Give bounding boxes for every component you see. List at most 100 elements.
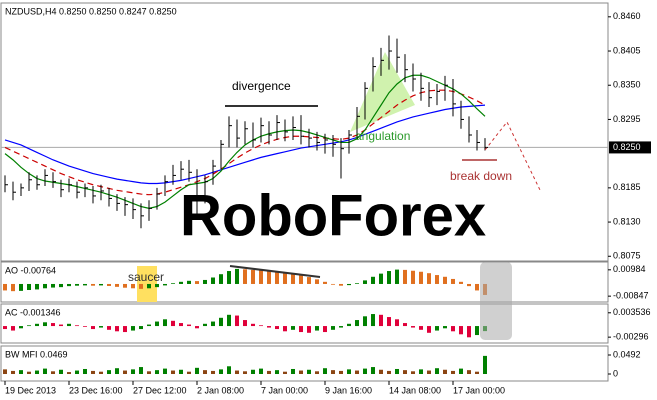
indicator-bar <box>19 326 23 329</box>
indicator-bar <box>187 371 191 375</box>
watermark: RoboForex <box>180 183 486 248</box>
indicator-bar <box>139 326 143 330</box>
y-tick-label: 0 <box>613 368 618 378</box>
mfi-title: BW MFI 0.0469 <box>5 349 68 359</box>
indicator-bar <box>275 326 279 330</box>
indicator-bar <box>43 368 47 375</box>
indicator-bar <box>299 326 303 333</box>
indicator-bar <box>259 368 263 375</box>
current-price-label: 0.8250 <box>613 142 641 152</box>
indicator-bar <box>59 369 63 375</box>
indicator-bar <box>363 368 367 375</box>
indicator-bar <box>163 283 167 286</box>
indicator-bar <box>403 269 407 284</box>
indicator-bar <box>275 370 279 375</box>
x-tick-label: 14 Jan 08:00 <box>389 385 441 395</box>
indicator-bar <box>123 283 127 288</box>
indicator-bar <box>371 276 375 284</box>
indicator-bar <box>259 270 263 284</box>
moving-average <box>4 89 486 196</box>
current-price-box <box>609 141 651 154</box>
indicator-bar <box>123 326 127 333</box>
main-panel <box>0 2 609 262</box>
indicator-bar <box>283 326 287 332</box>
indicator-bar <box>419 271 423 284</box>
indicator-bar <box>291 326 295 330</box>
indicator-bar <box>259 325 263 327</box>
x-tick-label: 2 Jan 08:00 <box>197 385 244 395</box>
indicator-bar <box>211 277 215 284</box>
main-title: NZDUSD,H4 0.8250 0.8250 0.8247 0.8250 <box>5 6 177 16</box>
indicator-bar <box>403 323 407 327</box>
x-tick-label: 9 Jan 16:00 <box>325 385 372 395</box>
indicator-bar <box>107 370 111 375</box>
indicator-bar <box>3 283 7 291</box>
indicator-bar <box>75 370 79 375</box>
y-tick-label: 0.8295 <box>613 114 641 124</box>
indicator-bar <box>403 370 407 375</box>
divergence-label: divergence <box>232 79 291 93</box>
y-tick-label: -0.00847 <box>613 291 649 301</box>
indicator-bar <box>323 326 327 333</box>
indicator-bar <box>147 371 151 375</box>
indicator-bar <box>323 368 327 375</box>
indicator-bar <box>443 369 447 375</box>
break-down-label: break down <box>450 169 512 183</box>
indicator-bar <box>91 370 95 375</box>
indicator-bar <box>27 371 31 375</box>
indicator-bar <box>451 278 455 284</box>
indicator-bar <box>187 324 191 327</box>
indicator-bar <box>363 280 367 284</box>
indicator-bar <box>475 371 479 375</box>
indicator-bar <box>323 281 327 284</box>
indicator-bar <box>91 326 95 330</box>
indicator-bar <box>387 317 391 327</box>
indicator-bar <box>339 283 343 286</box>
indicator-bar <box>379 314 383 327</box>
indicator-bar <box>283 371 287 375</box>
indicator-bar <box>291 368 295 375</box>
ao-divergence-line <box>229 265 321 278</box>
indicator-bar <box>59 324 63 327</box>
indicator-bar <box>83 368 87 375</box>
indicator-bar <box>451 370 455 375</box>
indicator-bar <box>419 369 423 375</box>
indicator-bar <box>195 281 199 284</box>
indicator-bar <box>235 315 239 327</box>
indicator-bar <box>411 326 415 328</box>
indicator-bar <box>467 370 471 375</box>
saucer-label: saucer <box>128 270 164 284</box>
indicator-bar <box>339 370 343 375</box>
highlight-box <box>480 262 512 340</box>
indicator-bar <box>171 320 175 327</box>
indicator-bar <box>339 326 343 328</box>
indicator-bar <box>203 279 207 284</box>
indicator-bar <box>147 324 151 327</box>
indicator-bar <box>99 283 103 286</box>
indicator-bar <box>251 369 255 375</box>
indicator-bar <box>187 280 191 284</box>
y-tick-label: 0.8350 <box>613 80 641 90</box>
indicator-bar <box>443 326 447 329</box>
indicator-bar <box>115 326 119 332</box>
indicator-bar <box>355 370 359 375</box>
indicator-bar <box>43 322 47 327</box>
indicator-bar <box>171 370 175 375</box>
indicator-bar <box>251 323 255 327</box>
indicator-bar <box>435 326 439 331</box>
indicator-bar <box>219 317 223 327</box>
indicator-bar <box>347 369 351 375</box>
indicator-bar <box>3 326 7 330</box>
indicator-bar <box>19 370 23 375</box>
indicator-bar <box>155 321 159 327</box>
y-tick-label: -0.00296 <box>613 332 649 342</box>
indicator-bar <box>427 273 431 284</box>
ao-panel <box>0 261 609 303</box>
indicator-bar <box>123 370 127 375</box>
indicator-bar <box>483 355 487 375</box>
indicator-bar <box>427 326 431 333</box>
indicator-bar <box>435 275 439 284</box>
indicator-bar <box>291 273 295 284</box>
ac-panel <box>0 303 609 344</box>
indicator-bar <box>147 283 151 289</box>
